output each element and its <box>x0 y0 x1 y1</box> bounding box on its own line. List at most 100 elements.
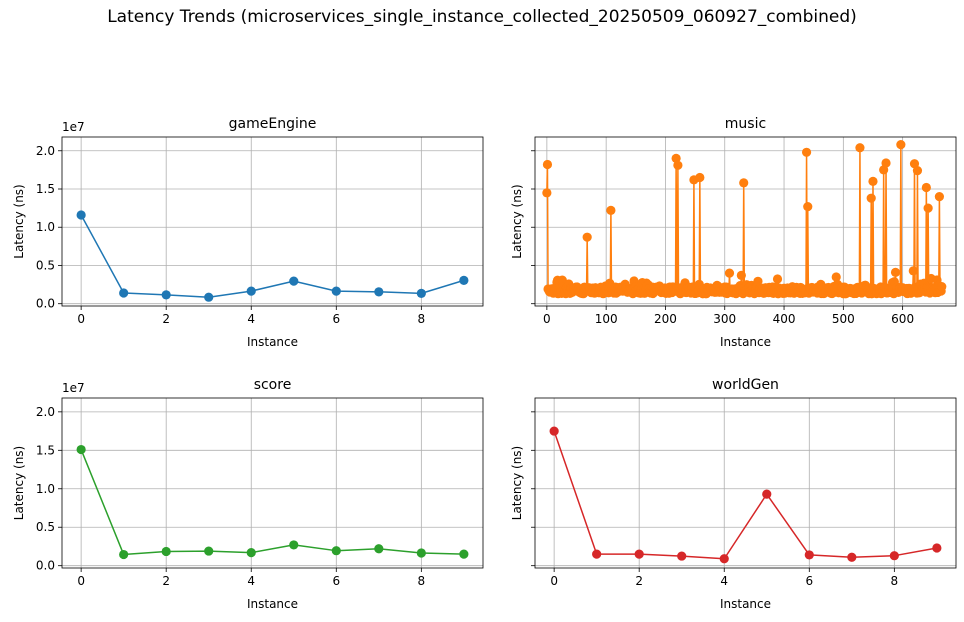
data-point <box>542 159 553 170</box>
data-point <box>119 549 129 560</box>
y-offset-label: 1e7 <box>62 120 85 134</box>
data-point <box>673 160 683 170</box>
data-point <box>374 544 384 554</box>
y-axis-label: Latency (ns) <box>510 184 524 258</box>
x-tick-label: 8 <box>418 574 426 588</box>
data-point <box>606 205 616 216</box>
subplot-title: gameEngine <box>229 116 317 132</box>
series-line <box>80 449 464 556</box>
data-point <box>76 444 86 455</box>
x-tick-label: 600 <box>891 312 914 326</box>
x-tick-label: 100 <box>595 312 618 326</box>
x-tick-label: 0 <box>77 312 85 326</box>
x-tick-label: 500 <box>832 312 855 326</box>
data-point <box>677 551 687 561</box>
data-point <box>289 540 299 550</box>
x-tick-label: 0 <box>77 574 85 588</box>
x-tick-label: 400 <box>773 312 796 326</box>
data-point <box>416 288 426 298</box>
data-point <box>634 549 644 559</box>
x-tick-label: 4 <box>720 574 728 588</box>
data-point <box>719 554 729 564</box>
x-tick-label: 300 <box>713 312 736 326</box>
y-tick-label: 1.0 <box>36 482 55 496</box>
x-tick-label: 0 <box>543 312 551 326</box>
data-point <box>855 143 865 153</box>
x-axis-label: Instance <box>247 335 298 349</box>
data-point <box>374 287 384 297</box>
figure-title: Latency Trends (microservices_single_ins… <box>107 7 857 27</box>
x-axis-label: Instance <box>720 335 771 349</box>
axes-frame <box>61 136 484 307</box>
data-point <box>921 182 931 193</box>
x-tick-label: 8 <box>891 574 899 588</box>
subplot-worldgen: 0 2 4 6 8 worldGen Instance Latency (ns) <box>510 377 957 611</box>
data-point <box>739 178 749 188</box>
data-point <box>881 158 891 168</box>
data-point <box>204 546 214 556</box>
data-point <box>866 193 876 203</box>
data-point <box>896 140 906 150</box>
data-point <box>119 288 129 298</box>
subplot-title: worldGen <box>712 377 779 393</box>
data-point <box>772 274 783 284</box>
y-tick-label: 2.0 <box>36 144 55 158</box>
y-tick-label: 0.0 <box>36 559 55 573</box>
grid <box>535 398 956 568</box>
data-point <box>416 548 426 558</box>
data-point <box>889 551 899 561</box>
data-point <box>542 188 552 198</box>
subplot-music: 0 100 200 300 400 500 600 music Instance Latency … <box>510 116 957 349</box>
y-axis-label: Latency (ns) <box>510 446 524 520</box>
x-tick-label: 6 <box>805 574 813 588</box>
x-tick-label: 2 <box>162 574 170 588</box>
data-point <box>912 166 923 176</box>
series-worldgen <box>549 426 942 564</box>
grid <box>62 137 483 306</box>
x-tick-label: 2 <box>635 574 643 588</box>
y-axis-label: Latency (ns) <box>12 184 26 258</box>
series-line <box>553 430 937 560</box>
data-point <box>331 546 341 556</box>
x-tick-label: 8 <box>418 312 426 326</box>
series-score <box>76 444 469 560</box>
y-axis-label: Latency (ns) <box>12 446 26 520</box>
y-tick-label: 0.0 <box>36 297 55 311</box>
series-gameengine <box>76 210 469 302</box>
data-point <box>161 290 171 300</box>
data-point <box>582 232 592 242</box>
grid <box>62 398 483 568</box>
data-point <box>890 267 901 277</box>
data-point <box>459 549 469 559</box>
data-point <box>868 176 878 186</box>
y-tick-label: 0.5 <box>36 520 55 534</box>
x-tick-label: 4 <box>247 312 255 326</box>
data-point <box>459 275 469 285</box>
data-point <box>801 147 812 157</box>
data-point <box>937 281 947 292</box>
data-point <box>592 549 602 559</box>
axes-frame <box>534 397 957 569</box>
data-point <box>724 268 735 278</box>
y-tick-label: 0.5 <box>36 258 55 272</box>
subplot-gameengine: 0 2 4 6 8 0.0 0.5 1.0 1.5 2.0 1e7 gameEngine Instanc… <box>12 116 484 349</box>
data-point <box>847 552 857 562</box>
data-point <box>671 153 681 164</box>
data-point <box>934 192 944 202</box>
x-tick-label: 4 <box>247 574 255 588</box>
data-point <box>76 210 86 220</box>
x-tick-label: 0 <box>550 574 558 588</box>
data-point <box>932 543 942 553</box>
axes-frame <box>534 136 957 307</box>
data-point <box>923 203 933 213</box>
data-point <box>246 548 256 558</box>
data-point <box>736 270 746 281</box>
data-point <box>762 489 772 499</box>
subplot-title: music <box>725 116 766 132</box>
y-tick-label: 1.0 <box>36 220 55 234</box>
data-point <box>161 546 171 557</box>
data-point <box>549 426 559 436</box>
data-point <box>803 201 813 212</box>
data-point <box>246 286 256 296</box>
